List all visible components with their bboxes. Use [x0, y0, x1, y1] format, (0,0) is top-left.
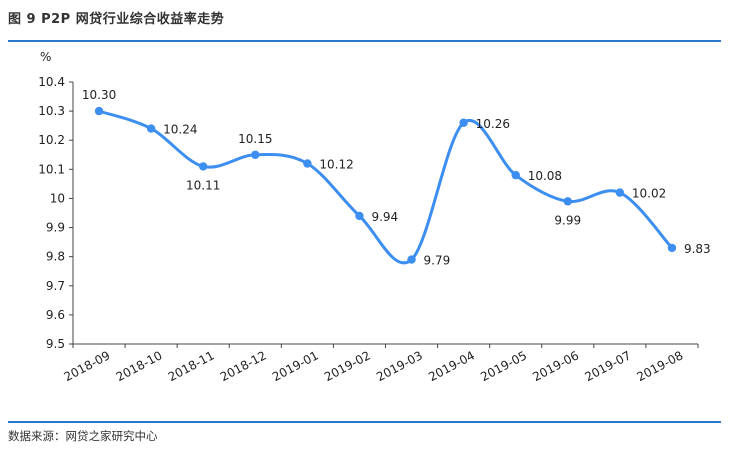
y-tick-label: 9.7 — [46, 279, 65, 293]
figure-title: 图 9 P2P 网贷行业综合收益率走势 — [8, 12, 225, 27]
x-tick-label: 2019-05 — [478, 348, 529, 384]
data-point — [146, 124, 156, 133]
data-label: 10.02 — [632, 187, 666, 201]
data-label: 10.08 — [528, 169, 562, 183]
y-tick-label: 10 — [50, 191, 65, 205]
data-point — [251, 150, 260, 159]
y-tick-label: 10.3 — [38, 104, 65, 118]
x-tick-label: 2018-12 — [218, 348, 269, 384]
y-tick-label: 9.8 — [46, 250, 65, 264]
data-label: 9.83 — [684, 242, 711, 256]
x-axis-ticks: 2018-09 2018-10 2018-11 2018-12 2019-01 2019-… — [62, 344, 699, 384]
x-tick-label: 2019-01 — [270, 348, 321, 384]
data-point — [303, 159, 312, 168]
x-tick-label: 2019-07 — [582, 348, 633, 384]
data-point — [667, 243, 677, 253]
data-label: 10.12 — [319, 158, 353, 172]
data-point — [199, 162, 208, 171]
x-tick-label: 2019-03 — [374, 348, 425, 384]
data-point — [511, 170, 520, 180]
data-point — [563, 197, 572, 206]
x-tick-label: 2019-02 — [322, 348, 373, 384]
bottom-rule — [8, 421, 721, 423]
x-tick-label: 2019-04 — [426, 348, 477, 384]
top-rule — [8, 40, 721, 42]
data-point — [407, 255, 416, 264]
y-axis-ticks: 10.4 10.3 10.2 10.1 10 9.9 9.8 9.7 9.6 9.5 — [38, 75, 73, 351]
data-point — [615, 188, 625, 197]
data-point — [459, 118, 468, 127]
data-labels: 10.30 10.24 10.11 10.15 10.12 9.94 9.79 10.26 10… — [82, 88, 711, 267]
data-point — [94, 106, 104, 116]
x-tick-label: 2018-11 — [166, 348, 217, 384]
y-tick-label: 10.4 — [38, 75, 65, 89]
data-label: 9.79 — [424, 254, 451, 268]
y-axis-unit-label: % — [40, 50, 51, 64]
x-tick-label: 2019-08 — [635, 348, 686, 384]
x-tick-label: 2018-10 — [114, 348, 165, 384]
data-label: 10.30 — [82, 88, 116, 102]
source-note: 数据来源：网贷之家研究中心 — [8, 429, 158, 443]
y-tick-label: 10.2 — [38, 133, 65, 147]
x-tick-label: 2019-06 — [530, 348, 581, 384]
y-tick-label: 9.9 — [46, 221, 65, 235]
data-point — [355, 211, 364, 221]
y-tick-label: 9.5 — [46, 337, 65, 351]
y-tick-label: 9.6 — [46, 308, 65, 322]
data-label: 10.24 — [163, 123, 197, 137]
data-label: 10.11 — [186, 178, 220, 192]
data-label: 10.26 — [476, 117, 510, 131]
y-tick-label: 10.1 — [38, 162, 65, 176]
data-points — [94, 106, 677, 264]
x-tick-label: 2018-09 — [62, 348, 113, 384]
data-label: 9.94 — [371, 210, 398, 224]
data-label: 9.99 — [554, 213, 581, 227]
data-label: 10.15 — [238, 132, 272, 146]
